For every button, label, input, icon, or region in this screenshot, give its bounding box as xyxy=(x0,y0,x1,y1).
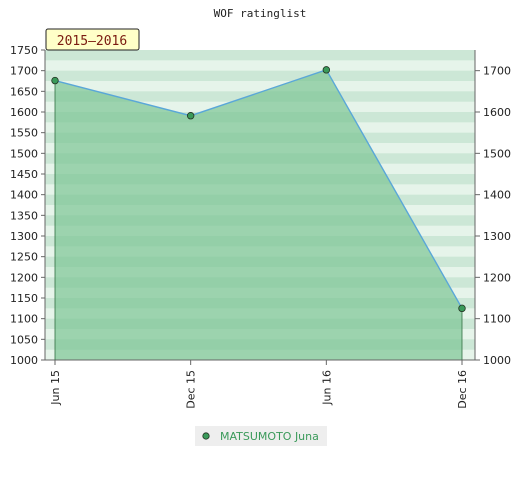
legend: MATSUMOTO Juna xyxy=(195,426,327,446)
data-point xyxy=(322,66,331,74)
background-band xyxy=(45,70,475,81)
y-tick-label-right: 1000 xyxy=(483,354,511,367)
season-badge-box xyxy=(45,28,140,51)
y-tick-label-left: 1200 xyxy=(10,271,38,284)
area-layer xyxy=(54,68,463,360)
legend-marker xyxy=(202,432,210,440)
y-tick-label-right: 1700 xyxy=(483,65,511,78)
y-tick-label-left: 1600 xyxy=(10,106,38,119)
y-tick-label-left: 1500 xyxy=(10,147,38,160)
series-area xyxy=(55,69,462,360)
y-tick-label-left: 1050 xyxy=(10,333,38,346)
y-tick-label-right: 1300 xyxy=(483,230,511,243)
y-tick-label-left: 1000 xyxy=(10,354,38,367)
data-marks xyxy=(51,66,466,360)
season-badge-text: 2015–2016 xyxy=(57,34,127,49)
y-tick-label-left: 1250 xyxy=(10,251,38,264)
y-tick-label-left: 1700 xyxy=(10,65,38,78)
y-tick-label-left: 1550 xyxy=(10,127,38,140)
axes: 1000 1050 1100 1150 1200 1250 1300 1350 1400 1450… xyxy=(10,44,511,409)
data-point xyxy=(186,112,195,120)
y-tick-label-right: 1400 xyxy=(483,189,511,202)
y-tick-label-left: 1750 xyxy=(10,44,38,57)
background-band xyxy=(45,50,475,61)
x-tick-label: Jun 15 xyxy=(49,370,62,406)
y-tick-label-left: 1150 xyxy=(10,292,38,305)
y-tick-label-right: 1200 xyxy=(483,271,511,284)
x-tick-label: Dec 16 xyxy=(456,370,469,409)
y-tick-label-right: 1100 xyxy=(483,313,511,326)
x-tick-label: Jun 16 xyxy=(320,370,333,406)
series-line xyxy=(54,68,463,309)
y-tick-label-left: 1400 xyxy=(10,189,38,202)
y-tick-label-left: 1100 xyxy=(10,313,38,326)
legend-box xyxy=(195,426,327,446)
data-point xyxy=(51,76,59,85)
y-tick-label-left: 1300 xyxy=(10,230,38,243)
data-point xyxy=(458,304,466,313)
y-tick-label-left: 1350 xyxy=(10,209,38,222)
y-tick-label-right: 1600 xyxy=(483,106,511,119)
x-tick-label: Dec 15 xyxy=(185,370,198,409)
chart-title: WOF ratinglist xyxy=(214,7,307,20)
legend-series-name: MATSUMOTO Juna xyxy=(220,430,319,443)
y-tick-label-left: 1650 xyxy=(10,85,38,98)
season-badge: 2015–2016 xyxy=(45,28,140,51)
y-tick-label-right: 1500 xyxy=(483,147,511,160)
y-tick-label-left: 1450 xyxy=(10,168,38,181)
